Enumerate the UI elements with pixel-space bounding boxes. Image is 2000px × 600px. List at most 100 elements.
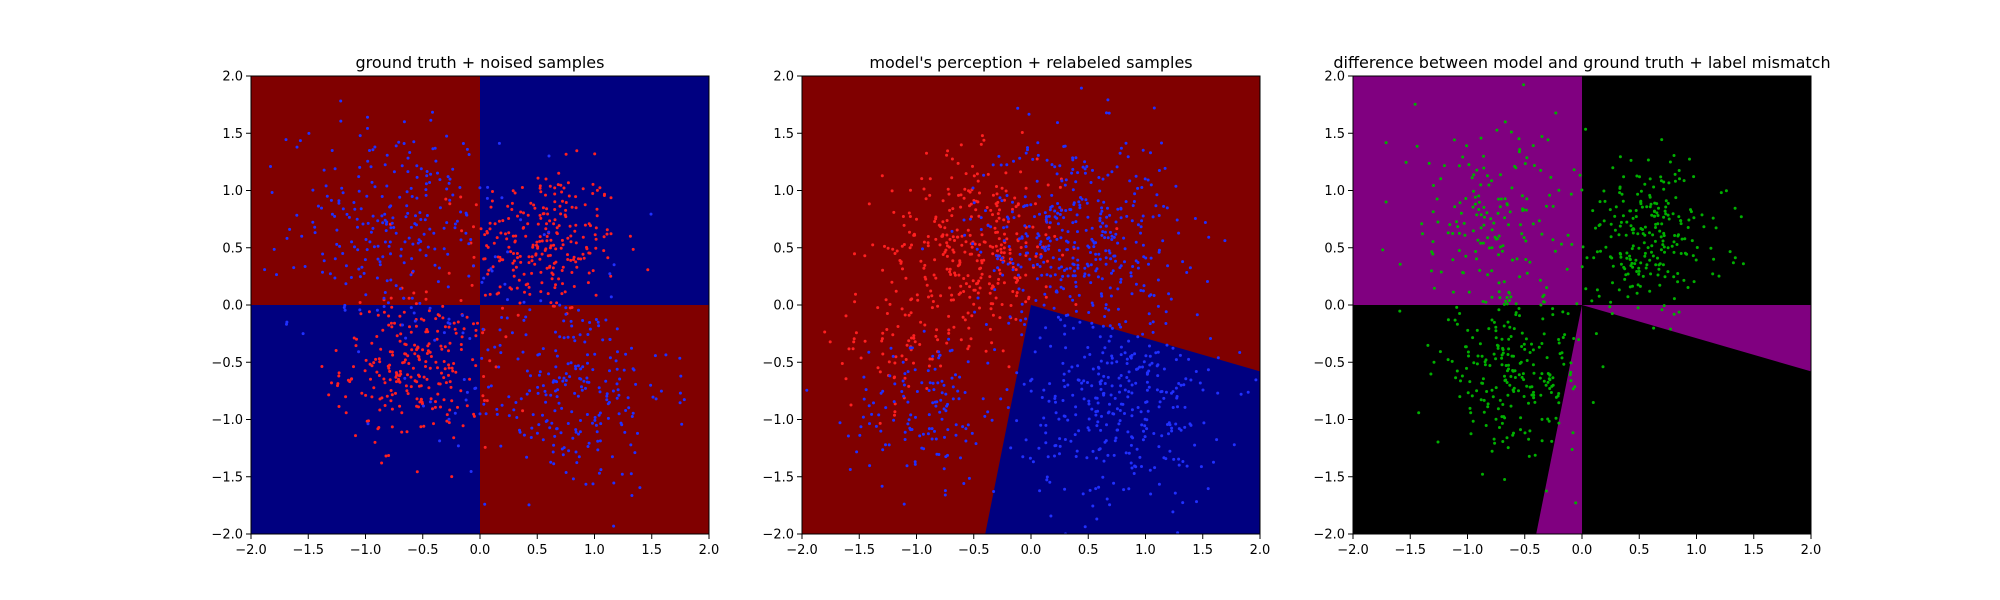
data-point <box>468 377 472 381</box>
data-point <box>1548 387 1552 390</box>
data-point <box>649 212 653 216</box>
data-point <box>633 451 637 455</box>
data-point <box>659 389 663 393</box>
data-point <box>1028 257 1032 261</box>
panel-ground-truth: −2.0 −1.5 −1.0 −0.5 0.0 0.5 1.0 1.5 2.0−2.0−1.5−… <box>211 53 719 558</box>
data-point <box>415 397 419 401</box>
data-point <box>970 245 974 249</box>
data-point <box>1514 302 1518 306</box>
data-point <box>604 318 608 322</box>
data-point <box>1053 444 1057 448</box>
y-tick-label: 0.5 <box>773 241 794 256</box>
data-point <box>551 273 555 276</box>
data-point <box>1527 454 1531 458</box>
data-point <box>1538 376 1542 380</box>
data-point <box>1432 360 1436 364</box>
data-point <box>1193 217 1197 220</box>
data-point <box>925 283 929 287</box>
data-point <box>1477 200 1481 204</box>
point-series-upper <box>921 86 1227 387</box>
data-point <box>507 245 511 249</box>
data-point <box>411 242 415 246</box>
data-point <box>355 337 358 341</box>
data-point <box>1514 166 1518 170</box>
data-point <box>334 349 338 352</box>
y-tick-label: −1.0 <box>762 413 794 428</box>
data-point <box>410 348 414 352</box>
data-point <box>1469 432 1473 436</box>
data-point <box>478 412 482 416</box>
x-tick-label: −1.0 <box>350 543 382 558</box>
data-point <box>383 381 387 385</box>
data-point <box>968 217 972 221</box>
data-point <box>1112 453 1116 457</box>
data-point <box>1094 252 1098 256</box>
data-point <box>599 422 603 426</box>
data-point <box>1049 274 1053 278</box>
data-point <box>275 273 278 277</box>
data-point <box>1097 485 1101 489</box>
data-point <box>1509 335 1513 338</box>
data-point <box>973 310 977 314</box>
data-point <box>1073 274 1077 278</box>
data-point <box>1572 168 1576 172</box>
data-point <box>406 392 410 396</box>
data-point <box>961 425 965 429</box>
data-point <box>1621 214 1625 218</box>
data-point <box>919 320 923 324</box>
point-series-top-left <box>1381 83 1638 341</box>
data-point <box>998 272 1002 276</box>
data-point <box>337 374 341 378</box>
x-tick-label: 1.5 <box>1743 543 1764 558</box>
data-point <box>398 404 402 408</box>
data-point <box>529 201 533 205</box>
data-point <box>1569 361 1573 365</box>
data-point <box>1575 302 1579 306</box>
data-point <box>474 364 478 368</box>
data-point <box>467 153 471 156</box>
data-point <box>322 168 326 172</box>
data-point <box>1066 313 1070 317</box>
data-point <box>579 257 583 261</box>
data-point <box>927 364 931 368</box>
data-point <box>1518 314 1521 318</box>
data-point <box>993 288 997 292</box>
data-point <box>597 413 601 417</box>
data-point <box>325 194 329 198</box>
data-point <box>453 411 457 415</box>
data-point <box>1011 200 1014 204</box>
data-point <box>330 149 334 152</box>
data-point <box>610 455 614 459</box>
data-point <box>1002 251 1006 255</box>
data-point <box>1002 246 1006 250</box>
data-point <box>1562 362 1566 366</box>
data-point <box>1110 354 1114 358</box>
data-point <box>564 201 568 204</box>
data-point <box>587 441 591 445</box>
data-point <box>956 161 960 165</box>
data-point <box>1514 313 1518 317</box>
data-point <box>510 287 513 291</box>
region-1 <box>985 305 1260 534</box>
data-point <box>1160 141 1163 145</box>
data-point <box>483 502 487 506</box>
data-point <box>561 199 564 203</box>
data-point <box>912 361 915 365</box>
data-point <box>431 147 435 151</box>
data-point <box>1130 391 1134 395</box>
data-point <box>511 261 515 265</box>
data-point <box>510 201 514 205</box>
data-point <box>1637 246 1641 250</box>
data-point <box>1501 403 1505 406</box>
data-point <box>552 379 556 383</box>
data-point <box>1512 327 1516 331</box>
data-point <box>391 216 395 220</box>
data-point <box>321 270 324 274</box>
data-point <box>1181 501 1185 505</box>
data-point <box>1040 273 1044 277</box>
data-point <box>404 352 408 356</box>
data-point <box>1124 200 1128 204</box>
data-point <box>1494 357 1498 361</box>
data-point <box>377 374 381 377</box>
data-point <box>1106 206 1109 210</box>
